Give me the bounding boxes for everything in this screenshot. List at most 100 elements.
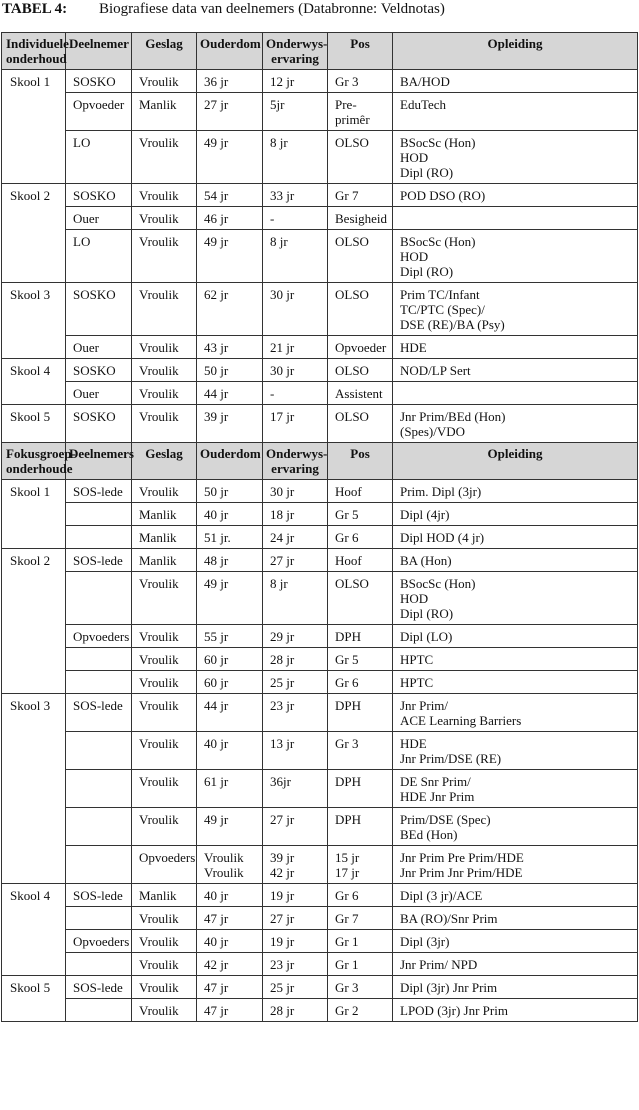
age-cell: 50 jr [196,479,263,503]
gender-cell: Manlik [131,525,197,549]
table-title: Biografiese data van deelnemers (Databro… [99,1,445,17]
age-cell: 60 jr [196,647,263,671]
participants-table: Individuele onderhoud Deelnemer Geslag Oude… [1,32,638,1022]
experience-cell: 25 jr [262,670,328,694]
table-row: Manlik 40 jr 18 jr Gr 5 Dipl (4jr) [2,502,638,526]
qualification-cell: HPTC [392,670,638,694]
experience-cell: 23 jr [262,693,328,732]
gender-cell: Vroulik [131,404,197,443]
experience-cell: 8 jr [262,229,328,283]
school-cell: Skool 3 [1,693,66,884]
experience-cell: 18 jr [262,502,328,526]
qualification-cell: NOD/LP Sert [392,358,638,382]
experience-cell: 8 jr [262,571,328,625]
age-cell: 44 jr [196,381,263,405]
table-row: Ouer Vroulik 46 jr - Besigheid [2,206,638,230]
gender-cell: Vroulik [131,69,197,93]
position-cell: Opvoeder [327,335,393,359]
age-cell: 60 jr [196,670,263,694]
participant-cell [65,769,132,808]
gender-cell: Vroulik [131,206,197,230]
gender-cell: Vroulik [131,647,197,671]
gender-cell: Vroulik [131,335,197,359]
position-cell: OLSO [327,404,393,443]
table-row: Skool 2 SOSKO Vroulik 54 jr 33 jr Gr 7 POD DSO… [1,183,638,283]
school-cell: Skool 1 [1,69,66,184]
experience-cell: 24 jr [262,525,328,549]
qualification-cell: Jnr Prim/BEd (Hon) (Spes)/VDO [392,404,638,443]
table-row: Manlik 51 jr. 24 jr Gr 6 Dipl HOD (4 jr) [2,525,638,549]
age-cell: 49 jr [196,571,263,625]
column-header: Pos [327,442,393,480]
participant-cell: Ouer [65,335,132,359]
participant-cell: SOS-lede [65,975,132,999]
table-row: LO Vroulik 49 jr 8 jr OLSO BSocSc (Hon) HOD D… [2,130,638,184]
participant-cell: SOSKO [65,358,132,382]
participant-cell: Ouer [65,381,132,405]
qualification-cell: BSocSc (Hon) HOD Dipl (RO) [392,229,638,283]
table-row: Vroulik 47 jr 27 jr Gr 7 BA (RO)/Snr Prim [2,906,638,930]
table-row: Ouer Vroulik 43 jr 21 jr Opvoeder HDE [2,335,638,359]
qualification-cell: Dipl (4jr) [392,502,638,526]
qualification-cell: BA (RO)/Snr Prim [392,906,638,930]
school-cell: Skool 4 [1,883,66,976]
column-header: Onderwys- ervaring [262,442,328,480]
gender-cell: Vroulik [131,998,197,1022]
age-cell: 50 jr [196,358,263,382]
experience-cell: 25 jr [262,975,328,999]
position-cell: Hoof [327,479,393,503]
table-row: LO Vroulik 49 jr 8 jr OLSO BSocSc (Hon) HOD D… [2,229,638,283]
position-cell: Assistent [327,381,393,405]
gender-cell: Vroulik [131,693,197,732]
gender-cell: Vroulik [131,929,197,953]
age-cell: 40 jr [196,731,263,770]
qualification-cell: Jnr Prim Pre Prim/HDE Jnr Prim Jnr Prim/… [392,845,638,884]
position-cell: Gr 1 [327,952,393,976]
table-row: Vroulik 60 jr 25 jr Gr 6 HPTC [2,670,638,694]
table-row: Opvoeders Vroulik 40 jr 19 jr Gr 1 Dipl (3jr) [2,929,638,953]
age-cell: 43 jr [196,335,263,359]
qualification-cell: Dipl (LO) [392,624,638,648]
age-cell: 47 jr [196,906,263,930]
participant-cell: SOS-lede [65,548,132,572]
position-cell: Gr 6 [327,670,393,694]
age-cell: 51 jr. [196,525,263,549]
experience-cell: 8 jr [262,130,328,184]
participant-cell [65,571,132,625]
age-cell: 42 jr [196,952,263,976]
participant-cell: SOSKO [65,282,132,336]
participant-cell [65,906,132,930]
school-cell: Skool 5 [1,975,66,1022]
qualification-cell [392,206,638,230]
table-row: Opvoeders Vroulik 55 jr 29 jr DPH Dipl (LO) [2,624,638,648]
qualification-cell: BSocSc (Hon) HOD Dipl (RO) [392,130,638,184]
header-row: Individuele onderhoud Deelnemer Geslag Oude… [1,32,638,70]
position-cell: DPH [327,624,393,648]
age-cell: 39 jr [196,404,263,443]
gender-cell: Manlik [131,92,197,131]
position-cell: Gr 6 [327,525,393,549]
gender-cell: Vroulik [131,624,197,648]
experience-cell: 28 jr [262,998,328,1022]
age-cell: 40 jr [196,883,263,907]
table-row: Vroulik 42 jr 23 jr Gr 1 Jnr Prim/ NPD [2,952,638,976]
table-row: Vroulik 61 jr 36jr DPH DE Snr Prim/ HDE Jnr … [2,769,638,808]
position-cell: 15 jr 17 jr [327,845,393,884]
position-cell: Gr 5 [327,647,393,671]
age-cell: 47 jr [196,998,263,1022]
school-cell: Skool 3 [1,282,66,359]
experience-cell: 5jr [262,92,328,131]
column-header: Pos [327,32,393,70]
participant-cell: Opvoeders [65,624,132,648]
experience-cell: 27 jr [262,906,328,930]
qualification-cell: Prim TC/Infant TC/PTC (Spec)/ DSE (RE)/B… [392,282,638,336]
experience-cell: 19 jr [262,883,328,907]
qualification-cell [392,381,638,405]
position-cell: Gr 5 [327,502,393,526]
table-row: Skool 1 SOS-lede Vroulik 50 jr 30 jr Hoof Prim… [1,479,638,549]
position-cell: Gr 2 [327,998,393,1022]
table-row: Skool 3 SOS-lede Vroulik 44 jr 23 jr DPH Jnr P… [1,693,638,884]
qualification-cell: Jnr Prim/ ACE Learning Barriers [392,693,638,732]
position-cell: Gr 3 [327,975,393,999]
column-header: Ouderdom [196,32,263,70]
